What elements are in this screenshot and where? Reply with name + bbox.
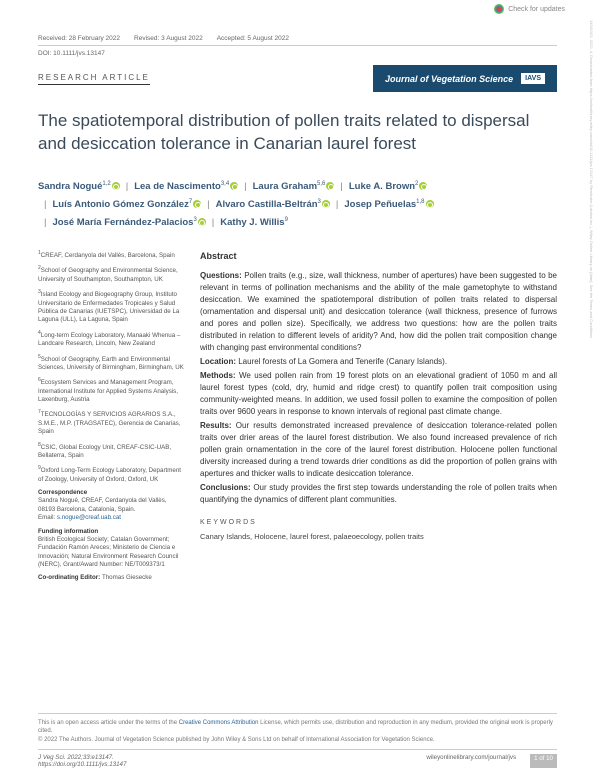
abstract-results: Results: Our results demonstrated increa… — [200, 420, 557, 480]
editor-line: Co-ordinating Editor: Thomas Giesecke — [38, 574, 184, 582]
author-name: Alvaro Castilla-Beltrán — [216, 199, 318, 210]
orcid-icon[interactable] — [322, 200, 330, 208]
abstract-column: Abstract Questions: Pollen traits (e.g.,… — [200, 250, 557, 588]
orcid-icon[interactable] — [419, 182, 427, 190]
affiliation: 1CREAF, Cerdanyola del Vallès, Barcelona… — [38, 250, 184, 260]
accepted-date: Accepted: 5 August 2022 — [217, 35, 289, 42]
footer-wiley: wileyonlinelibrary.com/journal/jvs — [426, 754, 516, 768]
affiliation: 2School of Geography and Environmental S… — [38, 265, 184, 284]
abstract-questions: Questions: Pollen traits (e.g., size, wa… — [200, 270, 557, 354]
affiliation: 5School of Geography, Earth and Environm… — [38, 354, 184, 373]
journal-name: Journal of Vegetation Science — [385, 74, 513, 84]
affiliation: 9Oxford Long-Term Ecology Laboratory, De… — [38, 465, 184, 484]
check-updates-text: Check for updates — [508, 6, 565, 13]
article-title: The spatiotemporal distribution of polle… — [38, 110, 557, 156]
page-number: 1 of 10 — [530, 754, 557, 768]
author-name: Luke A. Brown — [349, 181, 415, 192]
affiliation: 3Island Ecology and Biogeography Group, … — [38, 289, 184, 325]
author-name: José María Fernández-Palacios — [52, 217, 193, 228]
funding-text: British Ecological Society; Catalan Gove… — [38, 536, 184, 569]
abstract-conclusions: Conclusions: Our study provides the firs… — [200, 482, 557, 506]
author-name: Sandra Nogué — [38, 181, 102, 192]
keywords: Canary Islands, Holocene, laurel forest,… — [200, 531, 557, 542]
author-name: Lea de Nascimento — [134, 181, 221, 192]
correspondence-text: Sandra Nogué, CREAF, Cerdanyola del Vall… — [38, 497, 184, 522]
left-column: 1CREAF, Cerdanyola del Vallès, Barcelona… — [38, 250, 184, 588]
author-list: Sandra Nogué1,2|Lea de Nascimento3,4|Lau… — [38, 178, 557, 232]
keywords-heading: KEYWORDS — [200, 518, 557, 529]
footer-left: J Veg Sci. 2022;33:e13147. https://doi.o… — [38, 754, 126, 768]
affiliation: 6Ecosystem Services and Management Progr… — [38, 377, 184, 404]
journal-badge: Journal of Vegetation Science IAVS — [373, 65, 557, 92]
license-block: This is an open access article under the… — [38, 713, 557, 744]
abstract-location: Location: Laurel forests of La Gomera an… — [200, 356, 557, 368]
funding-heading: Funding information — [38, 528, 184, 536]
author-name: Laura Graham — [253, 181, 317, 192]
page-footer: J Veg Sci. 2022;33:e13147. https://doi.o… — [38, 749, 557, 768]
author-name: Kathy J. Willis — [220, 217, 284, 228]
orcid-icon[interactable] — [426, 200, 434, 208]
side-margin-text: 14541103, 2022, 4, Downloaded from https… — [584, 20, 594, 740]
article-type: RESEARCH ARTICLE — [38, 73, 150, 85]
copyright: © 2022 The Authors. Journal of Vegetatio… — [38, 737, 435, 743]
doi: DOI: 10.1111/jvs.13147 — [38, 46, 557, 65]
abstract-heading: Abstract — [200, 250, 557, 264]
iavs-logo: IAVS — [521, 73, 545, 84]
author-name: Luís Antonio Gómez González — [52, 199, 188, 210]
revised-date: Revised: 3 August 2022 — [134, 35, 203, 42]
orcid-icon[interactable] — [193, 200, 201, 208]
affiliation: 7TECNOLOGÍAS Y SERVICIOS AGRARIOS S.A., … — [38, 409, 184, 436]
orcid-icon[interactable] — [230, 182, 238, 190]
orcid-icon[interactable] — [112, 182, 120, 190]
correspondence-email[interactable]: s.nogue@creaf.uab.cat — [57, 514, 121, 521]
orcid-icon[interactable] — [198, 218, 206, 226]
author-name: Josep Peñuelas — [344, 199, 416, 210]
check-updates-icon — [494, 4, 504, 14]
affiliation: 4Long-term Ecology Laboratory, Manaaki W… — [38, 330, 184, 349]
meta-dates: Received: 28 February 2022 Revised: 3 Au… — [38, 32, 557, 46]
correspondence-heading: Correspondence — [38, 489, 184, 497]
orcid-icon[interactable] — [326, 182, 334, 190]
received-date: Received: 28 February 2022 — [38, 35, 120, 42]
abstract-methods: Methods: We used pollen rain from 19 for… — [200, 370, 557, 418]
affiliation: 8CSIC, Global Ecology Unit, CREAF-CSIC-U… — [38, 442, 184, 461]
license-link[interactable]: Creative Commons Attribution — [179, 720, 259, 726]
check-updates-badge[interactable]: Check for updates — [494, 4, 565, 14]
